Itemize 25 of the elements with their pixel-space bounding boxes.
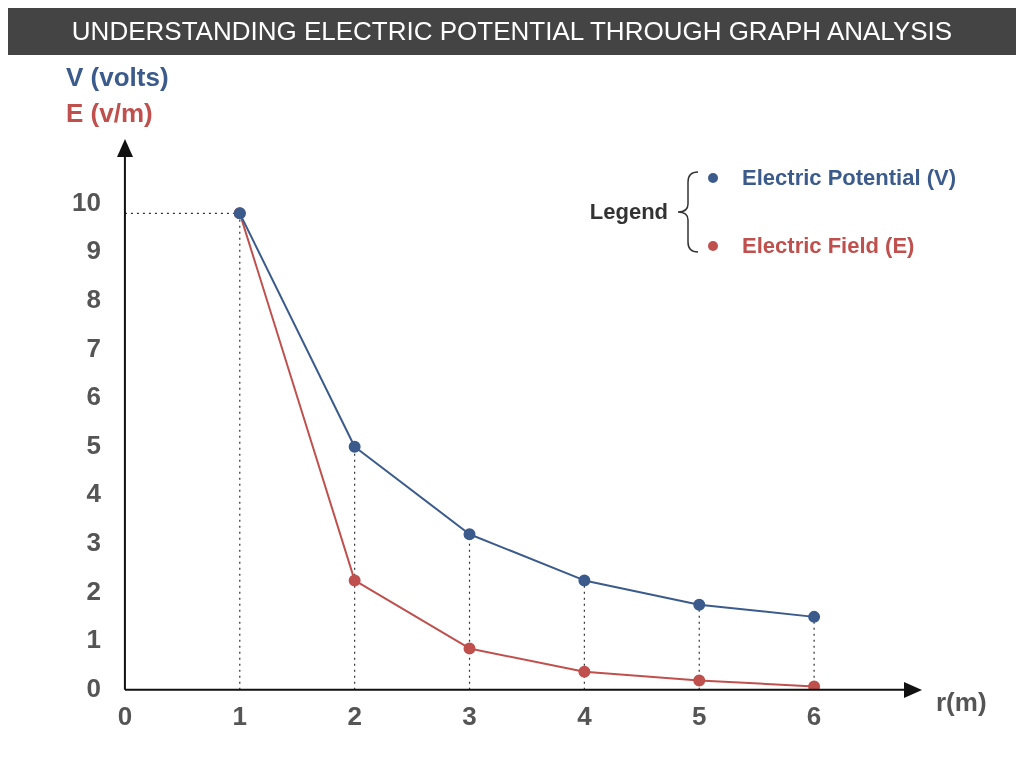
y-tick-label: 0: [86, 672, 101, 703]
y-tick-label: 7: [86, 332, 101, 363]
legend-title: Legend: [589, 199, 669, 225]
y-tick-label: 4: [86, 478, 102, 509]
x-tick-label: 4: [577, 700, 593, 731]
x-tick-label: 3: [462, 700, 477, 731]
x-axis-title: r(m): [936, 686, 987, 717]
x-tick-label: 6: [806, 700, 822, 731]
text: E (v/m): [66, 97, 154, 130]
chart-title: UNDERSTANDING ELECTRIC POTENTIAL THROUGH GRAPH ANALYSIS: [8, 8, 1016, 55]
y-tick-label: 10: [72, 186, 101, 217]
y-tick-label: 9: [86, 235, 101, 266]
x-tick-label: 1: [232, 700, 248, 731]
y-tick-label: 6: [86, 381, 101, 412]
x-tick-label: 0: [117, 700, 133, 731]
y-tick-label: 5: [86, 429, 101, 460]
y-tick-label: 2: [86, 575, 101, 606]
y-axis-title: V (volts): [66, 61, 169, 94]
y-tick-label: 3: [86, 527, 101, 558]
y-tick-label: 8: [86, 284, 101, 315]
legend-label: Electric Field (E): [742, 233, 915, 259]
y-tick-label: 1: [86, 624, 101, 655]
legend-label: Electric Potential (V): [742, 165, 956, 191]
x-tick-label: 5: [692, 700, 707, 731]
x-tick-label: 2: [347, 700, 362, 731]
